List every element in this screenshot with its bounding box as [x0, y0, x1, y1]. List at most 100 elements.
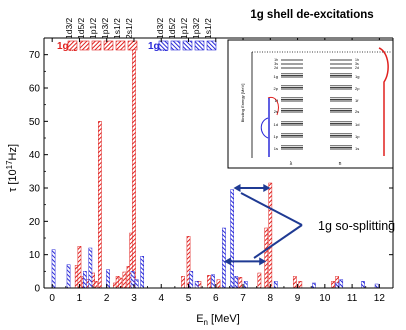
legend-entry-label: 1d5/2: [76, 17, 86, 39]
y-axis-label: τ [1017Hz]: [5, 144, 19, 192]
legend-swatch: [194, 40, 205, 51]
x-tick-label: 7: [240, 293, 246, 304]
x-tick-label: 1: [77, 293, 83, 304]
bar-blue-20: [374, 283, 379, 289]
y-tick-label: 20: [29, 217, 41, 228]
legend-swatch: [67, 40, 78, 51]
x-ticks: 0 1 2 3 4 5 6 7 8 9 10 11 12: [49, 38, 385, 304]
bracket-upper: [240, 192, 303, 226]
legend-entry-label: 1p1/2: [179, 17, 189, 39]
inset-level-label: 1h: [274, 58, 278, 62]
inset-level-label: 1d: [355, 122, 359, 127]
inset-ylabel: Binding Energy [MeV]: [240, 84, 245, 123]
bars: [51, 49, 379, 289]
bar-blue-18: [339, 279, 344, 289]
y-tick-label: 70: [29, 50, 41, 61]
inset-level-label: 2d: [355, 66, 359, 70]
x-axis-label-unit: [MeV]: [208, 313, 240, 325]
legend-entry-label: 1p3/2: [100, 17, 110, 39]
bar-blue-11: [222, 227, 226, 289]
inset-level-label: 1g: [355, 74, 359, 79]
inset-left-axis-label: λ: [290, 161, 293, 167]
x-tick-label: 11: [347, 293, 358, 304]
so-splitting-label: 1g so-splitting: [318, 219, 395, 233]
inset-level-label: 2d: [274, 66, 278, 70]
x-tick-label: 6: [213, 293, 219, 304]
inset-level-diagram: Binding Energy [MeV] 1s1p1d2s1f2p1g1h3s2…: [227, 39, 394, 169]
bar-red-14: [181, 276, 185, 289]
inset-level-label: 1p: [355, 134, 360, 139]
x-tick-label: 12: [374, 293, 386, 304]
bar-blue-12: [230, 189, 234, 289]
legend-swatch: [91, 40, 102, 51]
inset-level-label: 1s: [274, 146, 278, 151]
so-splitting-annotation: 1g so-splitting: [223, 184, 395, 266]
legend-swatch: [103, 40, 114, 51]
bar-red-20: [257, 272, 262, 289]
y-axis-label-unit: Hz]: [7, 144, 19, 161]
bar-red-6: [98, 121, 102, 289]
legend-entry-label: 1s1/2: [203, 18, 213, 39]
bar-red-24: [298, 281, 303, 289]
x-tick-label: 9: [295, 293, 301, 304]
bar-blue-19: [361, 281, 365, 289]
x-axis-label-sub: n: [204, 318, 208, 327]
x-tick-label: 5: [186, 293, 192, 304]
x-axis-label-main: E: [196, 313, 203, 325]
inset-level-label: 1g: [274, 74, 278, 79]
inset-level-label: 3s: [274, 62, 278, 66]
bar-red-17: [207, 275, 211, 289]
y-tick-label: 0: [34, 284, 40, 295]
inset-level-label: 2s: [274, 109, 278, 114]
bar-blue-6: [134, 279, 139, 289]
bar-red-21: [264, 227, 269, 289]
inset-level-label: 2p: [355, 86, 360, 91]
bar-red-1: [77, 246, 82, 289]
bar-blue-15: [273, 281, 278, 289]
bar-red-22: [268, 182, 273, 289]
bar-blue-9: [194, 281, 199, 289]
legend-swatch: [158, 40, 169, 51]
y-tick-label: 30: [29, 184, 41, 195]
legend-swatch: [206, 40, 217, 51]
inset-red-arc: [267, 96, 279, 116]
inset-level-label: 1s: [355, 146, 359, 151]
legend-swatch: [79, 40, 90, 51]
inset-frame: [227, 39, 394, 169]
bar-red-13: [132, 49, 136, 289]
bar-red-5: [93, 281, 98, 289]
legend-entry-label: 1s1/2: [112, 18, 122, 39]
bar-blue-10: [211, 274, 215, 289]
inset-red-hook: [378, 47, 389, 156]
legend-entry-label: 1p1/2: [88, 17, 98, 39]
legend-swatch: [127, 40, 138, 51]
x-tick-label: 3: [131, 293, 137, 304]
y-tick-label: 50: [29, 117, 41, 128]
x-tick-label: 10: [319, 293, 331, 304]
inset-level-label: 3s: [355, 62, 359, 66]
splitting-arrowhead-left-0: [233, 184, 241, 192]
x-tick-label: 4: [158, 293, 164, 304]
legend-entry-label: 1d3/2: [64, 17, 74, 39]
splitting-arrowhead-left-1: [223, 257, 231, 266]
x-tick-label: 0: [49, 293, 55, 304]
inset-level-label: 2p: [274, 86, 279, 91]
bar-blue-8: [189, 271, 194, 289]
inset-level-label: 2s: [355, 109, 359, 114]
chart-title: 1g shell de-excitations: [250, 9, 373, 21]
splitting-arrowhead-right-0: [263, 184, 271, 192]
y-axis-label-sup: 17: [5, 160, 14, 169]
bar-blue-0: [51, 249, 56, 289]
bar-red-10: [122, 271, 127, 289]
inset-level-label: 1f: [275, 98, 279, 103]
bar-red-19: [238, 277, 243, 289]
bar-blue-14: [243, 281, 248, 289]
inset-level-label: 1p: [274, 134, 279, 139]
y-tick-label: 40: [29, 150, 41, 161]
legend-swatch: [182, 40, 193, 51]
legend-swatch: [115, 40, 126, 51]
legend-entry-label: 1p3/2: [191, 17, 201, 39]
